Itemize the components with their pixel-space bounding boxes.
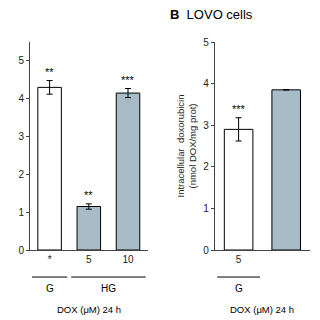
svg-text:1: 1: [18, 207, 24, 218]
svg-text:Intracellular doxorubicin(nmo: Intracellular doxorubicin(nmol DOX/mg pr…: [175, 95, 198, 198]
svg-text:G: G: [46, 283, 54, 294]
svg-text:***: ***: [232, 103, 246, 115]
svg-text:**: **: [84, 189, 93, 201]
svg-text:G: G: [235, 283, 243, 294]
svg-text:4: 4: [18, 93, 24, 104]
svg-text:DOX (μM) 24 h: DOX (μM) 24 h: [57, 304, 121, 315]
svg-text:3: 3: [203, 120, 209, 131]
svg-text:5: 5: [18, 55, 24, 66]
svg-text:*: *: [48, 254, 52, 265]
svg-text:0: 0: [203, 245, 209, 256]
svg-text:5: 5: [86, 254, 92, 265]
svg-text:10: 10: [122, 254, 134, 265]
svg-text:***: ***: [121, 74, 135, 86]
svg-text:4: 4: [203, 78, 209, 89]
svg-text:3: 3: [18, 131, 24, 142]
svg-text:2: 2: [203, 161, 209, 172]
svg-text:HG: HG: [101, 283, 116, 294]
svg-text:0: 0: [18, 245, 24, 256]
svg-text:1: 1: [203, 203, 209, 214]
svg-text:5: 5: [203, 37, 209, 48]
svg-text:B LOVO cells: B LOVO cells: [170, 7, 253, 22]
svg-text:5: 5: [236, 254, 242, 265]
svg-text:**: **: [45, 66, 54, 78]
svg-text:DOX (μM) 24 h: DOX (μM) 24 h: [230, 304, 294, 315]
svg-text:2: 2: [18, 169, 24, 180]
